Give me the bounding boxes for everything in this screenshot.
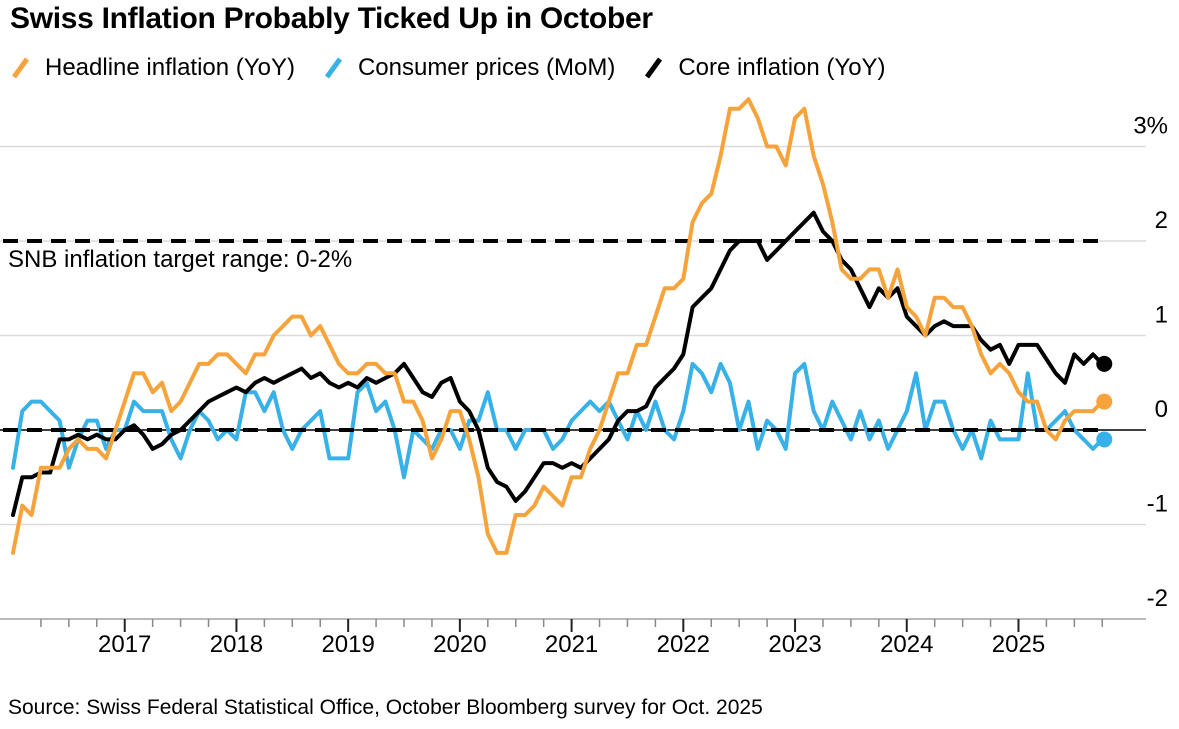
legend-label-headline: Headline inflation (YoY)	[45, 54, 295, 81]
x-tick-label: 2021	[545, 631, 598, 658]
x-tick-label: 2022	[657, 631, 710, 658]
chart-title: Swiss Inflation Probably Ticked Up in Oc…	[10, 2, 653, 35]
core-forecast-dot	[1096, 355, 1113, 372]
y-tick-label: -2	[1147, 585, 1168, 612]
headline-slash-icon	[11, 57, 30, 79]
x-tick-label: 2023	[768, 631, 821, 658]
legend-label-consumer-prices: Consumer prices (MoM)	[357, 54, 616, 81]
consumer-prices-line	[11, 361, 1105, 480]
headline-forecast-dot	[1096, 393, 1113, 410]
legend-item-core: Core inflation (YoY)	[643, 54, 886, 82]
y-tick-label: 3%	[1133, 113, 1168, 140]
core-slash-icon	[645, 57, 663, 79]
x-tick-label: 2019	[321, 631, 374, 658]
x-tick-label: 2024	[880, 631, 933, 658]
core-inflation-line	[11, 210, 1105, 517]
consumer-prices-slash-icon	[324, 57, 342, 79]
legend-label-core: Core inflation (YoY)	[678, 54, 886, 81]
y-tick-label: 1	[1155, 302, 1168, 329]
snb-target-annotation: SNB inflation target range: 0-2%	[8, 246, 353, 273]
y-tick-label: 2	[1155, 207, 1168, 234]
headline-inflation-line	[11, 97, 1105, 555]
legend-item-headline: Headline inflation (YoY)	[10, 54, 295, 82]
x-tick-label: 2025	[992, 631, 1045, 658]
legend-item-consumer-prices: Consumer prices (MoM)	[323, 54, 615, 82]
x-tick-label: 2020	[433, 631, 486, 658]
x-tick-label: 2017	[98, 631, 151, 658]
chart-legend: Headline inflation (YoY) Consumer prices…	[10, 54, 886, 82]
source-note: Source: Swiss Federal Statistical Office…	[8, 696, 763, 719]
x-tick-label: 2018	[210, 631, 263, 658]
consumer-prices-forecast-dot	[1096, 431, 1113, 448]
y-tick-label: 0	[1155, 396, 1168, 423]
y-tick-label: -1	[1147, 491, 1168, 518]
